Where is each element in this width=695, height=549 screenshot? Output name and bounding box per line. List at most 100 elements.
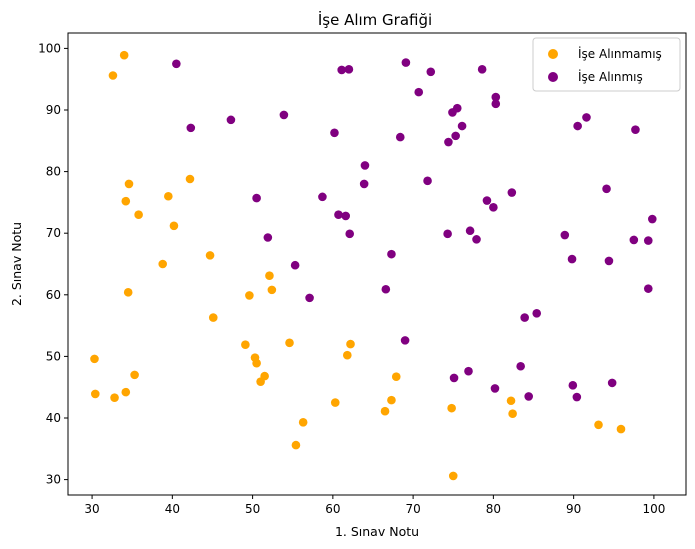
point-not-hired [110, 393, 119, 402]
point-hired [573, 121, 582, 131]
point-not-hired [164, 191, 173, 201]
y-tick-label: 80 [46, 165, 61, 179]
point-hired [252, 193, 261, 203]
point-hired [457, 121, 467, 131]
legend-label-hired: İşe Alınmış [578, 69, 643, 84]
point-hired [532, 308, 542, 318]
point-not-hired [208, 313, 218, 322]
point-hired [607, 378, 617, 388]
point-hired [341, 211, 350, 221]
point-not-hired [123, 288, 133, 297]
point-hired [631, 125, 640, 135]
y-tick-label: 70 [46, 226, 61, 240]
point-not-hired [108, 71, 118, 80]
point-hired [381, 284, 391, 294]
x-tick-label: 100 [642, 502, 665, 516]
point-not-hired [90, 389, 100, 399]
y-tick-label: 60 [46, 288, 61, 302]
point-hired [524, 392, 533, 401]
point-hired [345, 229, 355, 239]
x-axis-label: 1. Sınav Notu [335, 524, 419, 539]
point-not-hired [169, 221, 179, 231]
point-hired [344, 65, 354, 74]
point-hired [643, 236, 653, 245]
point-not-hired [158, 259, 168, 269]
point-not-hired [447, 403, 456, 413]
point-not-hired [380, 406, 390, 416]
point-not-hired [119, 50, 129, 60]
point-hired [359, 179, 369, 189]
point-not-hired [130, 370, 139, 380]
point-not-hired [616, 424, 626, 434]
point-hired [472, 235, 481, 244]
point-not-hired [391, 372, 401, 382]
point-hired [477, 65, 487, 74]
x-tick-label: 70 [405, 502, 420, 516]
point-not-hired [252, 358, 261, 368]
legend-label-not-hired: İşe Alınmamış [578, 46, 662, 61]
point-hired [290, 260, 300, 270]
point-hired [443, 229, 452, 239]
point-not-hired [124, 179, 134, 189]
point-hired [464, 366, 473, 376]
point-not-hired [265, 271, 274, 281]
point-not-hired [121, 196, 131, 206]
point-hired [226, 115, 236, 125]
point-hired [507, 188, 517, 197]
point-hired [414, 87, 424, 97]
point-not-hired [298, 418, 308, 427]
point-hired [567, 254, 577, 264]
point-hired [560, 230, 570, 240]
y-tick-label: 50 [46, 349, 61, 363]
point-hired [444, 137, 453, 147]
point-hired [572, 392, 582, 402]
point-hired [263, 233, 273, 242]
point-hired [449, 373, 459, 383]
x-axis: 30 40 50 60 70 80 90 100 [84, 495, 665, 516]
point-not-hired [346, 339, 355, 349]
point-not-hired [256, 377, 265, 386]
legend: İşe Alınmamış İşe Alınmış [532, 37, 681, 92]
x-tick-label: 50 [245, 502, 260, 516]
point-hired [387, 249, 396, 259]
point-hired [643, 284, 653, 293]
point-hired [172, 59, 181, 69]
point-not-hired [343, 350, 352, 360]
point-not-hired [506, 396, 516, 406]
legend-marker-hired [548, 72, 558, 82]
x-tick-label: 80 [486, 502, 501, 516]
plot-area [67, 32, 687, 496]
point-hired [334, 210, 343, 220]
point-hired [491, 99, 501, 109]
legend-marker-not-hired [548, 49, 558, 59]
point-hired [395, 132, 405, 142]
x-tick-label: 30 [84, 502, 99, 516]
point-not-hired [291, 440, 301, 450]
y-axis: 30 40 50 60 70 80 90 100 [38, 41, 68, 487]
chart-title: İşe Alım Grafiği [318, 10, 432, 29]
point-hired [568, 381, 578, 390]
point-hired [516, 361, 525, 371]
point-not-hired [185, 174, 195, 184]
point-hired [305, 293, 314, 303]
point-hired [489, 203, 498, 212]
point-hired [451, 131, 460, 141]
point-hired [490, 384, 500, 393]
point-not-hired [594, 420, 603, 430]
y-tick-label: 40 [46, 411, 61, 425]
point-not-hired [448, 471, 458, 481]
point-hired [186, 123, 196, 133]
point-not-hired [285, 338, 294, 348]
point-hired [520, 313, 529, 322]
point-hired [647, 214, 657, 224]
point-hired [330, 128, 339, 138]
point-hired [318, 192, 327, 202]
point-hired [400, 336, 410, 345]
x-tick-label: 60 [325, 502, 340, 516]
point-not-hired [134, 210, 143, 220]
y-axis-label: 2. Sınav Notu [9, 222, 24, 306]
point-not-hired [508, 409, 517, 418]
point-not-hired [205, 251, 215, 260]
point-not-hired [267, 285, 277, 295]
